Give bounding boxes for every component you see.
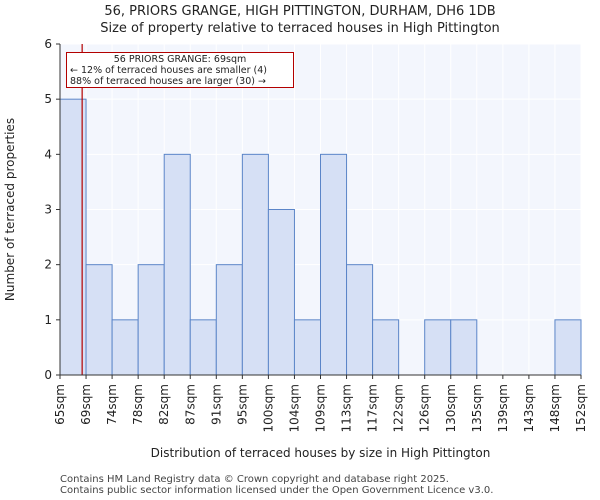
x-tick-label: 82sqm xyxy=(157,384,171,425)
histogram-bar xyxy=(554,319,582,376)
y-tick-label: 5 xyxy=(44,92,52,106)
histogram-bar xyxy=(85,264,113,376)
annotation-line-3: 88% of terraced houses are larger (30) → xyxy=(70,76,266,87)
x-tick-label: 117sqm xyxy=(366,384,380,432)
histogram-bar xyxy=(267,209,295,376)
x-tick-label: 78sqm xyxy=(131,384,145,425)
x-tick-label: 113sqm xyxy=(340,384,354,432)
footer-licence: Contains public sector information licen… xyxy=(60,485,494,496)
x-tick-label: 87sqm xyxy=(183,384,197,425)
x-tick-label: 130sqm xyxy=(444,384,458,432)
histogram-bar xyxy=(241,153,269,376)
x-tick-label: 152sqm xyxy=(574,384,588,432)
annotation-line-2: ← 12% of terraced houses are smaller (4) xyxy=(70,65,267,76)
x-axis-title: Distribution of terraced houses by size … xyxy=(151,446,491,460)
x-tick-label: 143sqm xyxy=(522,384,536,432)
histogram-bar xyxy=(293,319,322,376)
histogram-bar xyxy=(372,319,400,376)
histogram-bar xyxy=(111,319,139,376)
property-annotation: 56 PRIORS GRANGE: 69sqm ← 12% of terrace… xyxy=(66,52,294,88)
histogram-bar xyxy=(189,319,217,376)
y-tick-label: 1 xyxy=(44,313,52,327)
histogram-bar xyxy=(137,264,165,376)
x-tick-label: 122sqm xyxy=(392,384,406,432)
x-tick-label: 95sqm xyxy=(235,384,249,425)
histogram-bar xyxy=(450,319,478,376)
chart-title: 56, PRIORS GRANGE, HIGH PITTINGTON, DURH… xyxy=(104,4,496,19)
x-tick-label: 104sqm xyxy=(287,384,301,432)
x-tick-label: 126sqm xyxy=(418,384,432,432)
x-tick-label: 139sqm xyxy=(496,384,510,432)
histogram-bar xyxy=(346,264,374,376)
x-tick-label: 148sqm xyxy=(548,384,562,432)
y-tick-label: 0 xyxy=(44,368,52,382)
x-tick-label: 91sqm xyxy=(209,384,223,425)
x-tick-label: 100sqm xyxy=(261,384,275,432)
x-tick-label: 109sqm xyxy=(314,384,328,432)
y-tick-label: 3 xyxy=(44,203,52,217)
y-tick-label: 6 xyxy=(44,37,52,51)
histogram-bar xyxy=(320,153,348,376)
histogram-bar xyxy=(215,264,243,376)
y-axis-title: Number of terraced properties xyxy=(3,118,17,301)
x-tick-label: 135sqm xyxy=(470,384,484,432)
footer-copyright: Contains HM Land Registry data © Crown c… xyxy=(60,474,449,485)
y-tick-label: 2 xyxy=(44,258,52,272)
chart-subtitle: Size of property relative to terraced ho… xyxy=(100,21,500,36)
x-tick-label: 74sqm xyxy=(105,384,119,425)
annotation-line-1: 56 PRIORS GRANGE: 69sqm xyxy=(113,54,247,65)
x-tick-label: 69sqm xyxy=(79,384,93,425)
histogram-bar xyxy=(163,153,191,376)
y-tick-label: 4 xyxy=(44,147,52,161)
x-tick-label: 65sqm xyxy=(53,384,67,425)
histogram-bar xyxy=(424,319,452,376)
